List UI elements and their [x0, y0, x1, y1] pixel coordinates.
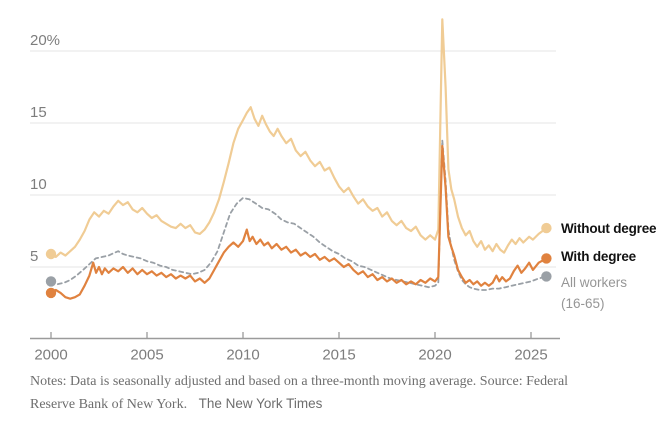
legend-label-all-workers-line1: All workers — [561, 275, 628, 290]
x-tick-label-2020: 2020 — [418, 347, 451, 364]
series-end-dot — [541, 271, 552, 282]
y-tick-label-10: 10 — [30, 176, 47, 193]
x-tick-label-2010: 2010 — [226, 347, 259, 364]
series-line-all-workers-16-65- — [50, 139, 548, 291]
chart-footnote: Notes: Data is seasonally adjusted and b… — [30, 371, 590, 415]
legend-label-all-workers-line2: (16-65) — [561, 296, 605, 311]
series-end-dot — [541, 222, 552, 234]
footnote-line2: Reserve Bank of New York. — [30, 396, 188, 412]
series-line-with-degree — [49, 144, 548, 300]
y-tick-label-20: 20% — [30, 32, 60, 49]
series-start-dot — [45, 276, 57, 287]
series-start-dot — [45, 248, 57, 260]
legend-label-all-workers: All workers (16-65) — [561, 272, 627, 314]
series-line-without-degree — [49, 18, 548, 258]
x-tick-label-2000: 2000 — [34, 347, 67, 364]
legend-label-with-degree: With degree — [561, 249, 636, 264]
x-tick-label-2025: 2025 — [514, 347, 547, 364]
y-tick-label-5: 5 — [30, 248, 38, 265]
nyt-credit: The New York Times — [198, 395, 323, 411]
x-tick-label-2015: 2015 — [322, 347, 355, 364]
series-start-dot — [45, 287, 57, 299]
x-tick-label-2005: 2005 — [130, 347, 163, 364]
legend-label-without-degree: Without degree — [561, 221, 657, 236]
footnote-line1: Notes: Data is seasonally adjusted and b… — [30, 374, 569, 389]
y-tick-label-15: 15 — [30, 104, 47, 121]
series-end-dot — [541, 253, 552, 264]
